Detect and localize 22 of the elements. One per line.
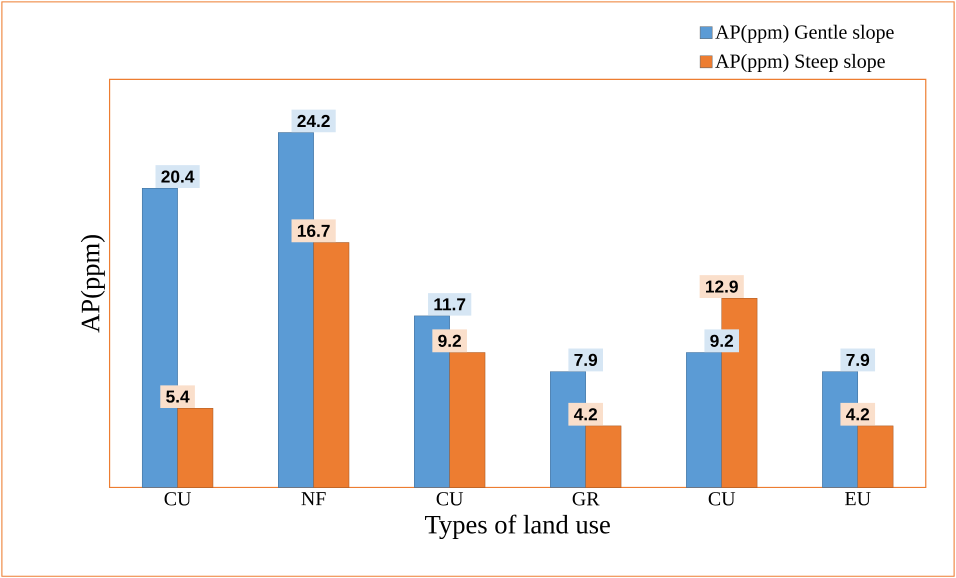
data-label: 4.2 bbox=[846, 408, 870, 420]
data-label: 12.9 bbox=[706, 280, 738, 293]
data-label: 9.2 bbox=[710, 334, 734, 347]
x-tick-label: EU bbox=[845, 492, 871, 506]
data-label: 7.9 bbox=[574, 354, 598, 366]
x-tick-label: GR bbox=[572, 492, 600, 506]
data-label: 4.2 bbox=[574, 408, 598, 420]
x-tick-label: CU bbox=[708, 492, 736, 506]
x-tick-label: CU bbox=[436, 492, 464, 506]
x-tick-label: NF bbox=[301, 492, 326, 506]
y-axis-title: AP(ppm) bbox=[80, 235, 105, 333]
x-tick-label: CU bbox=[164, 492, 192, 506]
data-label: 7.9 bbox=[846, 354, 870, 366]
data-label: 20.4 bbox=[161, 170, 194, 183]
data-label: 9.2 bbox=[438, 334, 461, 347]
data-label: 5.4 bbox=[166, 390, 190, 403]
data-label: 16.7 bbox=[298, 224, 330, 237]
data-label: 11.7 bbox=[434, 298, 466, 310]
data-label: 24.2 bbox=[297, 114, 330, 127]
legend-label: AP(ppm) Gentle slope bbox=[715, 24, 894, 43]
x-axis-title: Types of land use bbox=[425, 514, 610, 539]
legend-label: AP(ppm) Steep slope bbox=[715, 54, 885, 72]
